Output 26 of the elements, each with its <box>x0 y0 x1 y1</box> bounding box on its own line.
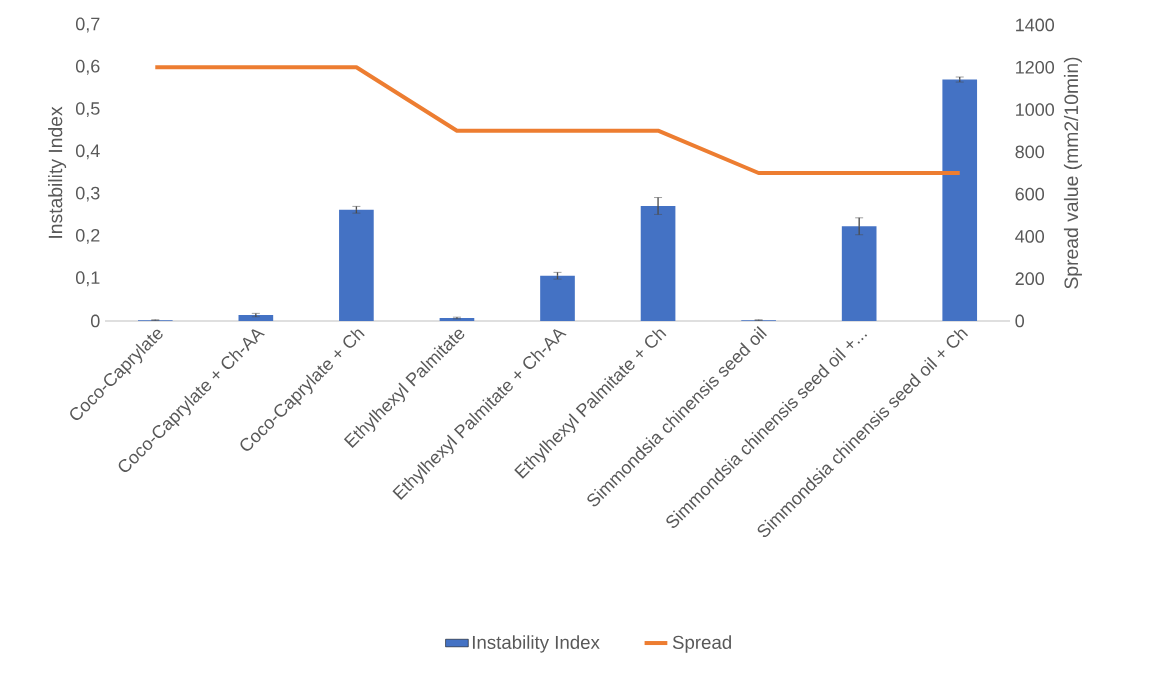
y2-tick-label: 200 <box>1015 272 1045 286</box>
y-tick-label: 0,1 <box>75 271 100 287</box>
bar <box>841 226 877 321</box>
y2-tick-label: 1200 <box>1016 60 1055 74</box>
y-tick-label: 0,6 <box>75 59 100 75</box>
bar <box>339 209 374 321</box>
bar <box>238 315 274 321</box>
y2-tick-label: 600 <box>1015 187 1045 201</box>
y2-tick-label: 0 <box>1015 314 1025 328</box>
y-tick-label: 0,3 <box>75 186 100 202</box>
y2-tick-label: 400 <box>1015 230 1045 243</box>
y2-tick-label: 1400 <box>1016 18 1055 32</box>
y2-tick-label: 800 <box>1015 145 1045 159</box>
y-tick-label: 0 <box>91 314 100 328</box>
y2-tick-label: 1000 <box>1016 103 1055 116</box>
y-tick-label: 0,2 <box>75 228 100 244</box>
y2-axis-title: Spread value (mm2/10min) <box>1063 57 1082 289</box>
bar <box>942 79 978 321</box>
y-tick-label: 0,5 <box>75 102 100 117</box>
legend-label: Instability Index <box>472 635 600 653</box>
y-tick-label: 0,7 <box>75 17 100 33</box>
legend-label: Spread <box>672 635 731 653</box>
bar <box>540 275 575 321</box>
y-tick-label: 0,4 <box>75 144 100 160</box>
y-axis-title: Instability Index <box>48 106 67 238</box>
bar <box>640 205 676 321</box>
